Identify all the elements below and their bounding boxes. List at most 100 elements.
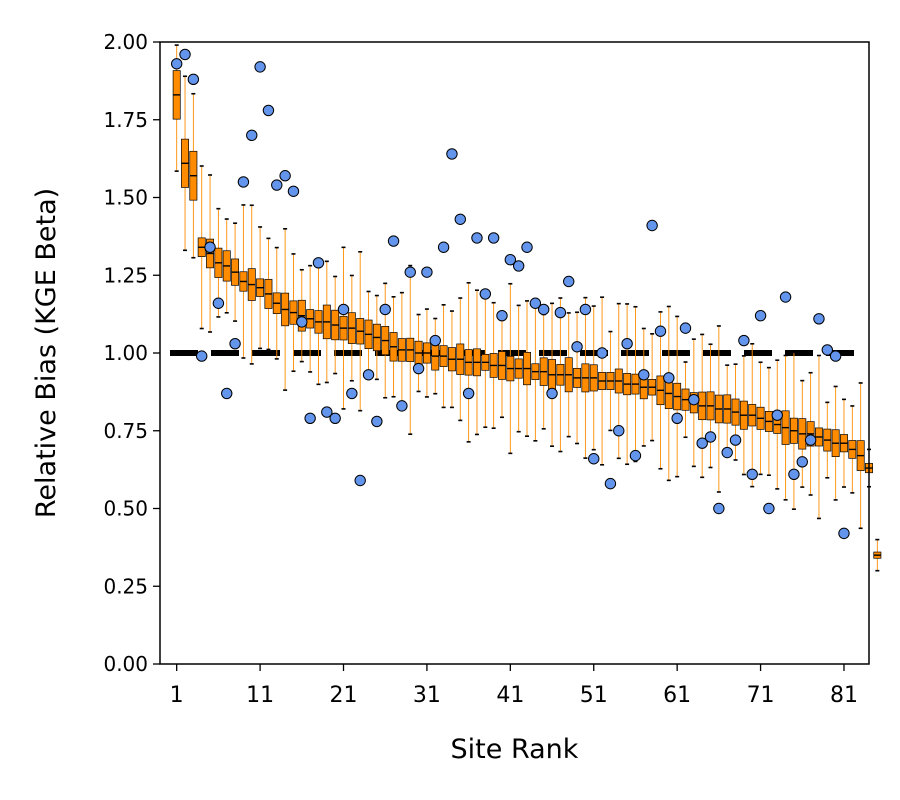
whisker <box>349 274 354 382</box>
whisker <box>666 305 671 482</box>
whisker <box>875 538 880 572</box>
data-point <box>446 148 458 160</box>
data-point <box>754 309 767 322</box>
data-point <box>788 468 800 480</box>
whisker <box>591 305 596 451</box>
whisker <box>758 361 763 476</box>
whisker <box>299 268 304 363</box>
data-point <box>604 477 617 490</box>
data-point <box>412 362 425 375</box>
whisker <box>575 311 580 445</box>
whisker <box>841 398 846 488</box>
whisker <box>525 300 530 438</box>
whisker <box>258 226 263 350</box>
data-point <box>437 241 450 253</box>
data-point <box>404 266 416 278</box>
whisker <box>491 301 496 429</box>
whisker <box>775 359 780 490</box>
data-point <box>170 58 183 70</box>
whisker <box>266 237 271 351</box>
whisker <box>658 311 663 470</box>
y-tick-label: 0.50 <box>103 497 148 521</box>
data-point <box>287 185 300 197</box>
point-layer <box>170 48 850 540</box>
whisker <box>216 207 221 318</box>
whisker <box>800 379 805 488</box>
whisker <box>391 296 396 398</box>
x-tick-label: 31 <box>413 683 441 708</box>
data-point <box>721 446 733 459</box>
data-point <box>838 527 850 540</box>
whisker <box>466 282 471 443</box>
data-point <box>738 334 750 347</box>
data-point <box>729 434 742 446</box>
whisker <box>224 218 229 314</box>
data-point <box>212 297 225 309</box>
data-point <box>496 309 508 322</box>
data-point <box>804 434 817 446</box>
data-point <box>571 341 583 353</box>
y-tick-label: 1.50 <box>103 186 148 210</box>
data-point <box>179 48 191 61</box>
y-tick-label: 1.25 <box>103 263 148 287</box>
y-axis: 0.00 0.25 0.50 0.75 1.00 1.25 1.50 1.75 2.00 <box>103 30 160 676</box>
data-point <box>479 288 492 300</box>
data-point <box>362 369 375 381</box>
data-point <box>329 412 341 425</box>
whisker <box>416 313 421 393</box>
data-point <box>296 316 308 328</box>
data-point <box>337 303 350 316</box>
whisker <box>441 304 446 409</box>
data-point <box>354 474 366 487</box>
data-point <box>312 257 325 269</box>
data-point <box>638 369 650 381</box>
data-point <box>254 61 266 73</box>
whisker <box>691 338 696 468</box>
data-point <box>763 502 775 515</box>
whisker <box>249 204 254 365</box>
data-point <box>487 232 500 244</box>
whisker <box>650 333 655 442</box>
whisker <box>449 310 454 409</box>
whisker <box>858 382 863 530</box>
x-tick-label: 41 <box>496 683 524 708</box>
whisker <box>541 313 546 430</box>
data-point <box>521 241 533 253</box>
data-point <box>512 260 525 272</box>
data-point <box>688 393 700 406</box>
whisker <box>291 253 296 373</box>
whisker-layer <box>174 44 880 572</box>
y-tick-label: 2.00 <box>103 30 148 54</box>
x-axis: 1 11 21 31 41 51 61 71 81 <box>170 664 858 708</box>
whisker <box>308 264 313 373</box>
x-axis-label: Site Rank <box>451 734 579 765</box>
data-point <box>704 431 717 443</box>
whisker <box>600 296 605 466</box>
whisker <box>183 75 188 252</box>
data-point <box>371 415 383 428</box>
whisker <box>508 282 513 455</box>
y-axis-label: Relative Bias (KGE Beta) <box>31 188 62 518</box>
data-point <box>454 213 466 225</box>
data-point <box>346 387 358 400</box>
data-point <box>546 387 558 400</box>
data-point <box>246 129 258 142</box>
whisker <box>808 371 813 496</box>
data-point <box>504 254 517 266</box>
data-point <box>746 468 758 480</box>
whisker <box>608 330 613 432</box>
y-tick-label: 0.25 <box>103 574 148 598</box>
whisker <box>474 289 479 436</box>
data-point <box>554 306 567 319</box>
data-point <box>304 412 316 425</box>
data-point <box>237 176 250 188</box>
whisker <box>424 308 429 398</box>
data-point <box>829 350 842 362</box>
x-tick-label: 11 <box>246 683 274 708</box>
data-point <box>713 502 725 515</box>
data-point <box>396 400 408 412</box>
data-point <box>646 219 658 232</box>
whisker <box>566 312 571 438</box>
x-tick-label: 71 <box>747 683 775 708</box>
